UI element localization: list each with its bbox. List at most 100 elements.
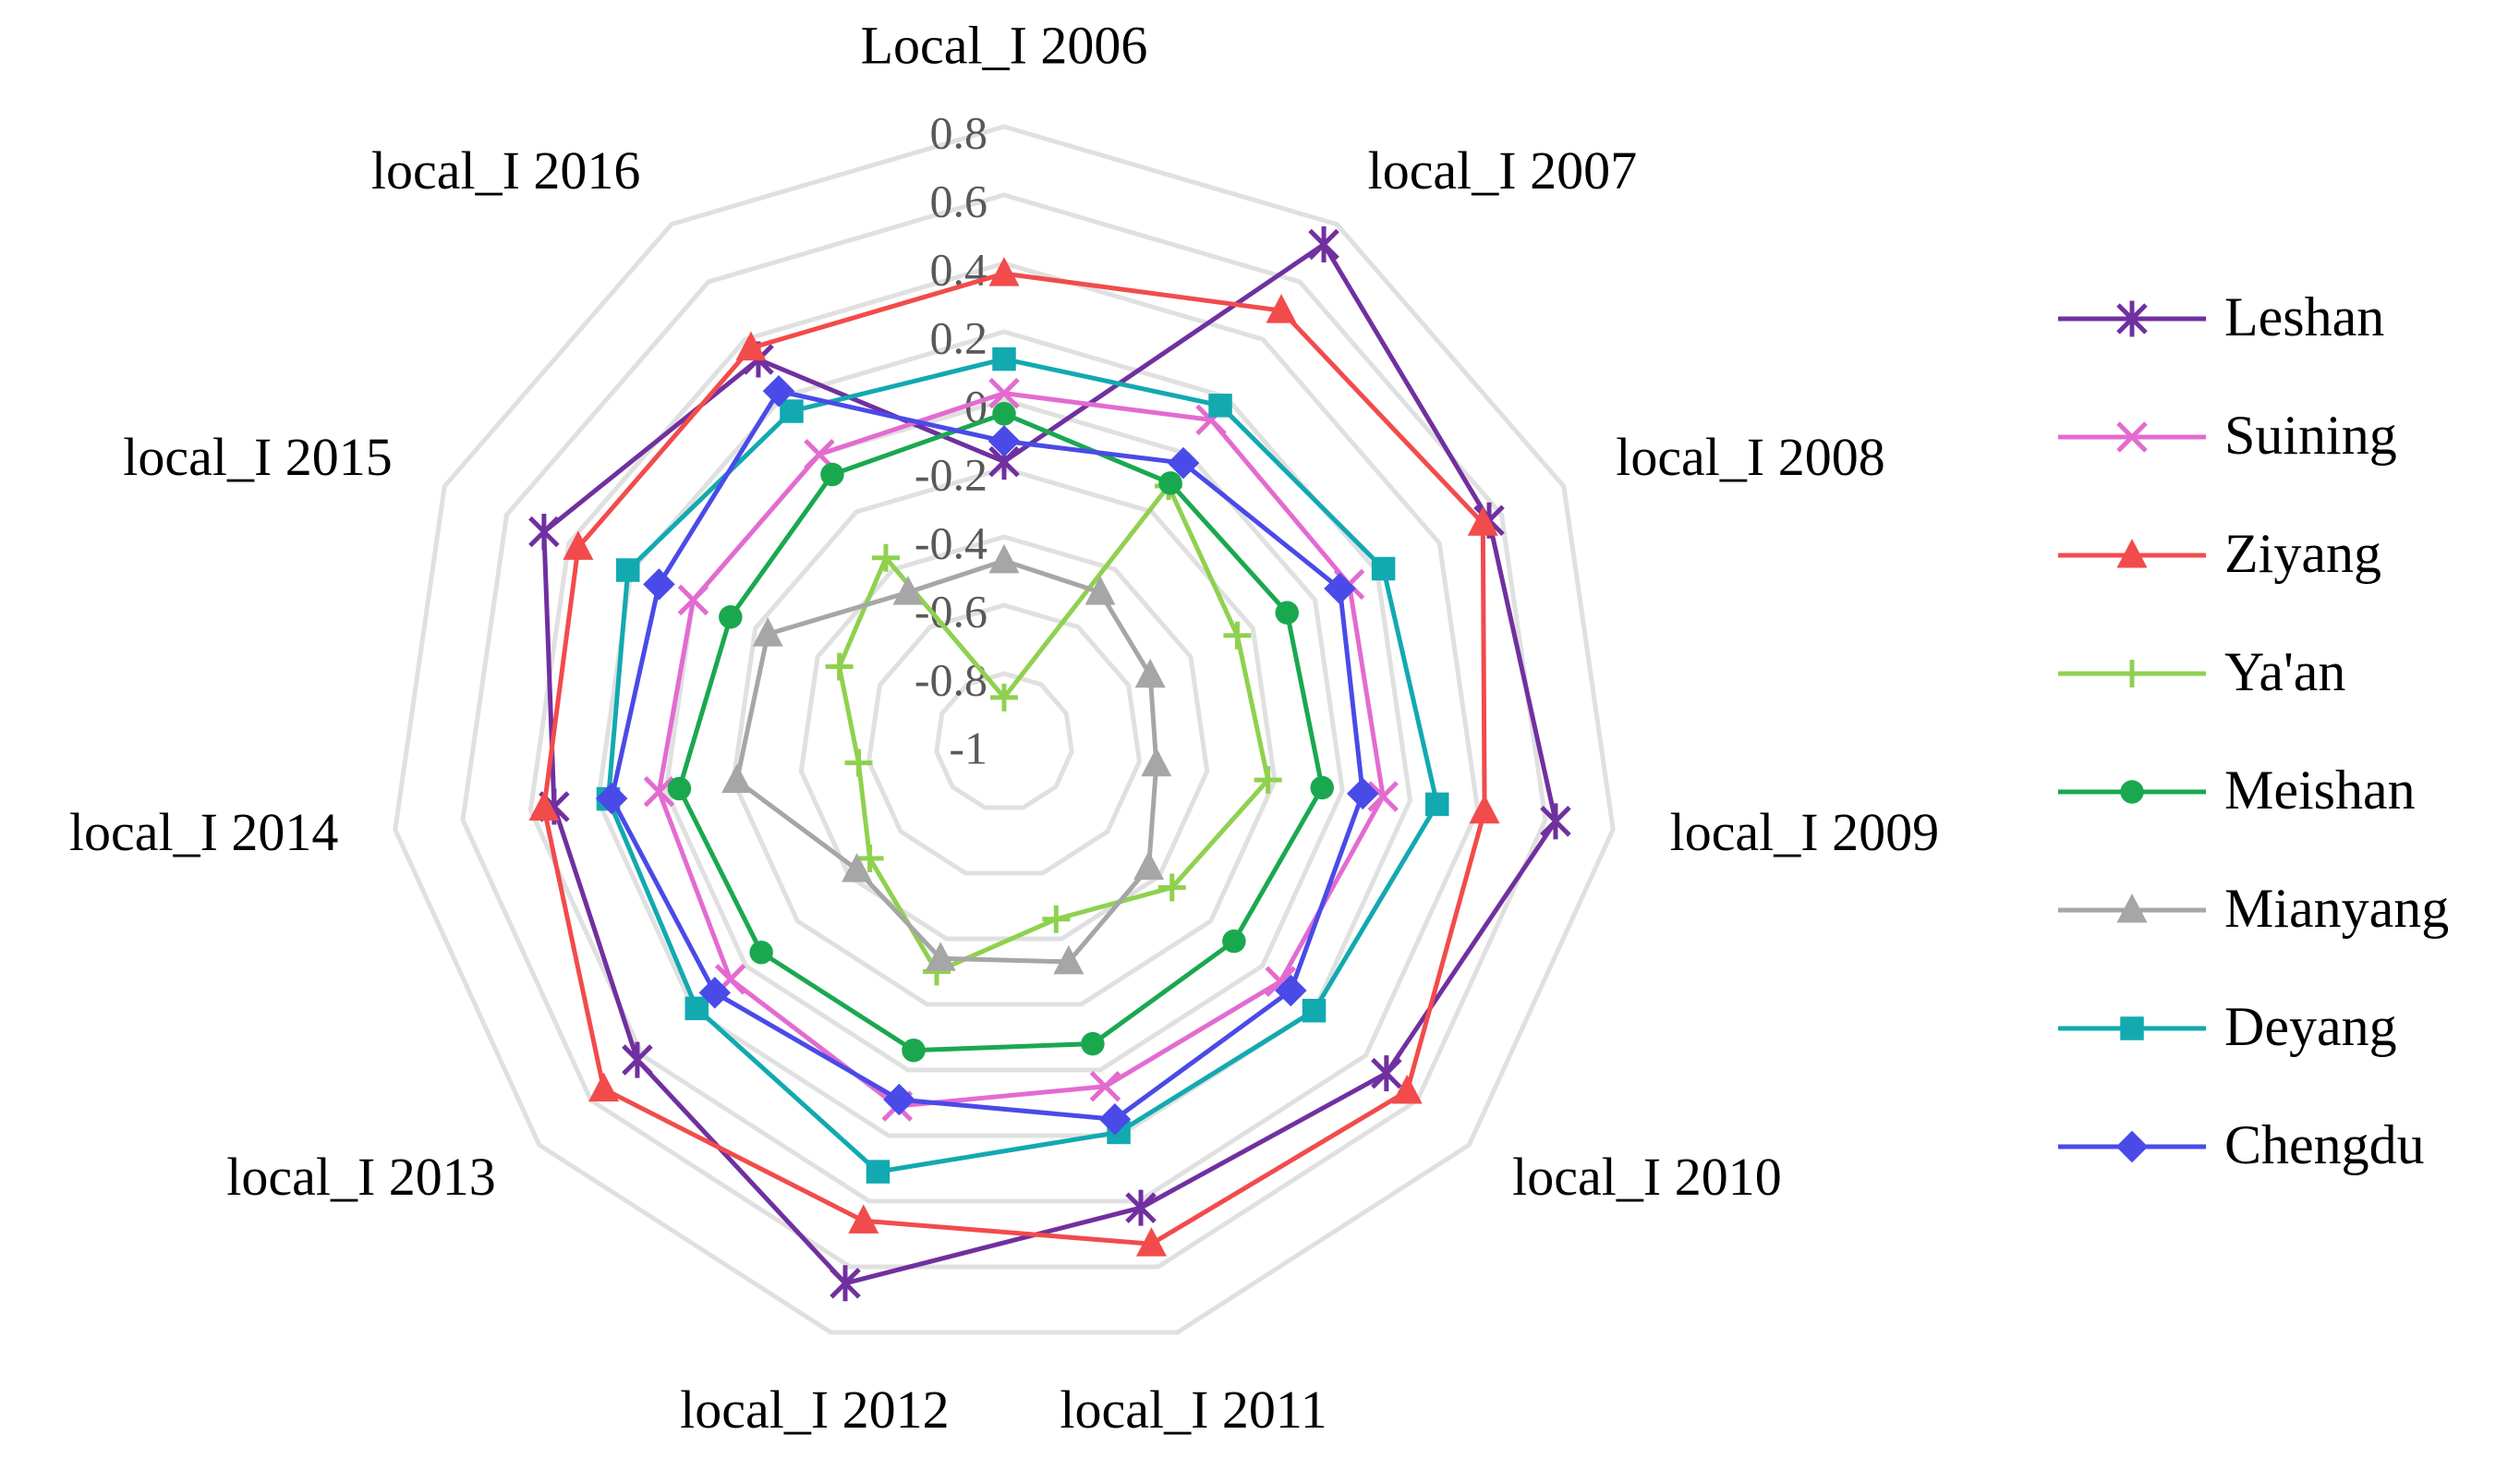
marker (883, 1083, 915, 1116)
grid-ring (527, 261, 1481, 1204)
marker (1540, 803, 1571, 840)
legend-label: Deyang (2224, 996, 2397, 1057)
marker (1302, 999, 1327, 1023)
marker (1158, 471, 1182, 495)
marker (992, 402, 1016, 426)
grid-ring (393, 124, 1616, 1335)
marker (622, 1041, 653, 1078)
marker (892, 576, 924, 605)
series-line (733, 558, 1159, 965)
r-tick-label: 0.2 (930, 311, 988, 363)
marker (1346, 777, 1379, 810)
marker (698, 977, 732, 1009)
marker (2118, 660, 2146, 687)
marker (1134, 658, 1166, 688)
marker (2116, 421, 2148, 453)
marker (988, 543, 1020, 574)
marker (1141, 747, 1172, 777)
category-label: local_I 2007 (1368, 140, 1638, 201)
series (528, 257, 1500, 1257)
marker (588, 1072, 620, 1102)
marker (667, 776, 692, 801)
marker (2116, 300, 2148, 337)
legend-item: Meishan (2058, 760, 2416, 821)
marker (780, 399, 804, 423)
r-tick-label: -0.6 (915, 585, 987, 637)
legend-label: Meishan (2224, 760, 2416, 821)
marker (752, 617, 783, 647)
grid-ring (731, 466, 1278, 1007)
grid-ring (866, 602, 1143, 876)
marker (677, 584, 709, 616)
marker (1089, 1070, 1121, 1102)
legend-item: Suining (2058, 405, 2397, 466)
series-line (656, 391, 1386, 1109)
marker (842, 853, 873, 882)
category-label: local_I 2010 (1512, 1147, 1782, 1207)
series (643, 377, 1399, 1122)
r-tick-label: -0.2 (915, 448, 987, 500)
marker (643, 775, 675, 808)
marker (616, 558, 640, 582)
marker (1133, 850, 1165, 881)
category-label: local_I 2012 (680, 1380, 950, 1440)
marker (820, 462, 844, 487)
marker (1266, 294, 1297, 323)
r-tick-label: -0.4 (915, 517, 987, 568)
marker (1371, 1055, 1402, 1092)
marker (721, 763, 753, 794)
marker (871, 543, 900, 572)
marker (1469, 794, 1500, 824)
marker (528, 514, 560, 551)
series (595, 375, 1379, 1136)
category-label: local_I 2008 (1616, 427, 1885, 487)
marker (762, 375, 795, 407)
marker (988, 377, 1020, 409)
category-label: local_I 2011 (1060, 1380, 1327, 1440)
marker (1098, 1103, 1132, 1136)
marker (1391, 1074, 1423, 1104)
r-tick-label: 0.8 (930, 106, 988, 158)
series (667, 402, 1335, 1063)
marker (1208, 394, 1232, 418)
marker (848, 1204, 879, 1234)
category-label: local_I 2016 (371, 140, 641, 201)
marker (1425, 792, 1449, 817)
marker (2116, 539, 2148, 568)
marker (685, 996, 709, 1021)
marker (866, 1160, 890, 1184)
legend-item: Mianyang (2058, 878, 2449, 939)
series (721, 543, 1172, 975)
legend-label: Ziyang (2224, 523, 2381, 584)
r-tick-label: 0.6 (930, 175, 988, 226)
category-label: local_I 2013 (226, 1147, 496, 1207)
marker (1254, 766, 1282, 795)
grid-ring (460, 192, 1548, 1270)
legend-label: Mianyang (2224, 878, 2449, 939)
marker (595, 782, 628, 815)
series-line (836, 481, 1271, 975)
series-line (676, 411, 1325, 1053)
legend-label: Ya'an (2224, 641, 2345, 702)
marker (2116, 894, 2148, 923)
marker (749, 941, 773, 965)
series-line (541, 240, 1558, 1286)
legend-item: Leshan (2058, 286, 2384, 347)
category-label: local_I 2009 (1670, 802, 1940, 862)
marker (1042, 905, 1071, 933)
marker (643, 568, 675, 601)
marker (855, 844, 884, 872)
r-tick-label: -1 (949, 722, 987, 773)
grid-ring (663, 397, 1345, 1073)
category-label: Local_I 2006 (861, 15, 1148, 75)
marker (1275, 974, 1307, 1007)
marker (1081, 1031, 1105, 1056)
marker (1157, 873, 1186, 902)
marker (988, 257, 1020, 286)
marker (925, 942, 956, 971)
marker (2115, 1130, 2149, 1163)
marker (844, 748, 873, 777)
series-line (609, 388, 1365, 1122)
